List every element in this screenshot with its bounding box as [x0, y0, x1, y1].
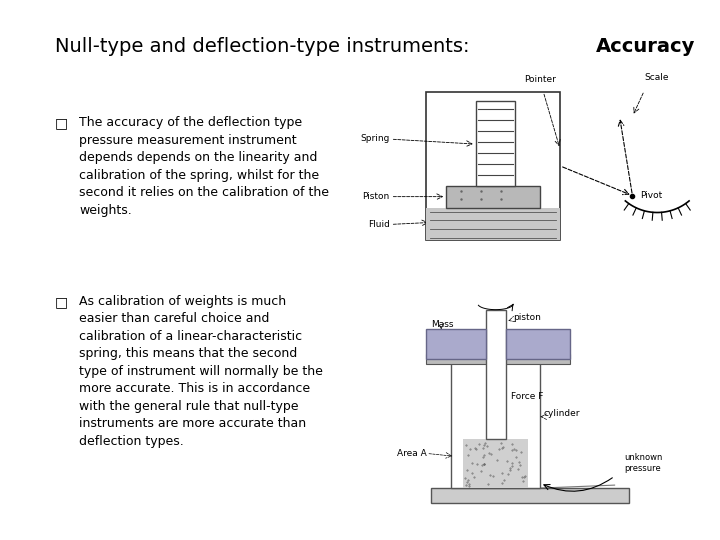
Bar — [426, 207, 560, 240]
Text: Pivot: Pivot — [640, 191, 662, 200]
Bar — [446, 186, 540, 207]
Bar — [476, 102, 516, 186]
Text: piston: piston — [513, 313, 541, 322]
Text: □: □ — [55, 295, 68, 309]
Bar — [426, 329, 486, 359]
Text: Scale: Scale — [644, 73, 669, 82]
Text: Force F: Force F — [510, 393, 543, 401]
Text: cylinder: cylinder — [543, 409, 580, 418]
Bar — [463, 438, 528, 488]
Text: As calibration of weights is much
easier than careful choice and
calibration of : As calibration of weights is much easier… — [79, 295, 323, 448]
Text: Fluid: Fluid — [368, 220, 390, 229]
Bar — [505, 329, 570, 359]
Text: Accuracy: Accuracy — [596, 37, 696, 56]
Text: Null-type and deflection-type instruments:: Null-type and deflection-type instrument… — [55, 37, 475, 56]
Text: Mass: Mass — [431, 320, 454, 328]
Text: unknown
pressure: unknown pressure — [624, 453, 663, 474]
Text: □: □ — [55, 116, 68, 130]
Bar — [431, 488, 629, 503]
Text: Pointer: Pointer — [524, 75, 556, 84]
Bar — [426, 92, 560, 240]
Text: The accuracy of the deflection type
pressure measurement instrument
depends depe: The accuracy of the deflection type pres… — [79, 116, 329, 217]
Text: Piston: Piston — [362, 192, 390, 201]
Text: Area A: Area A — [397, 449, 426, 458]
Bar — [426, 354, 570, 364]
Text: Spring: Spring — [360, 134, 390, 143]
Bar — [486, 309, 505, 438]
Bar — [451, 349, 540, 488]
